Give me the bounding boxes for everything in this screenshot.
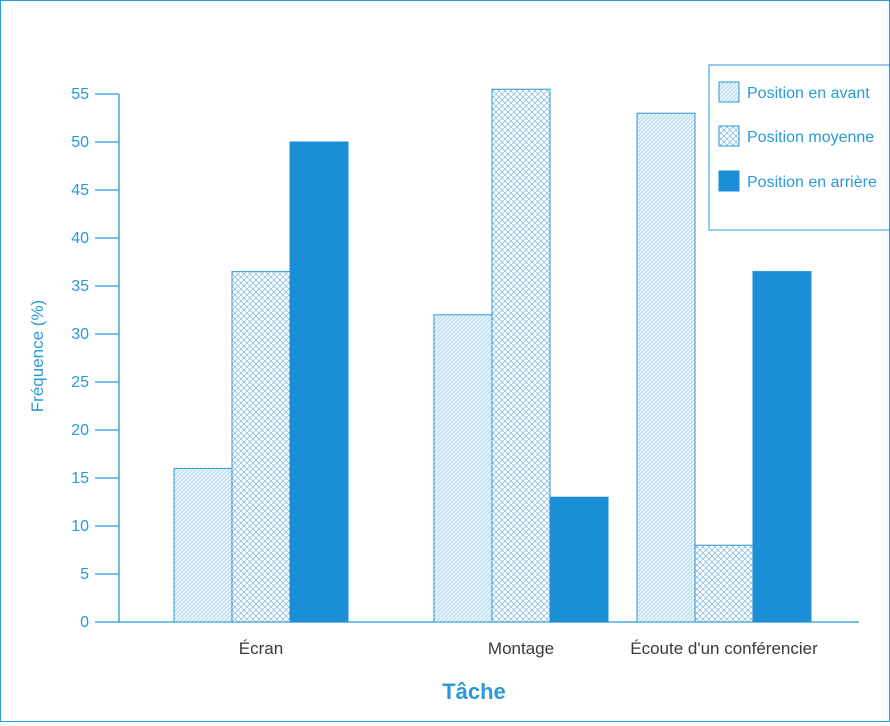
y-tick-label: 20	[71, 422, 89, 439]
y-tick-label: 10	[71, 518, 89, 535]
bars	[173, 88, 812, 623]
y-tick-label: 40	[71, 230, 89, 247]
bar	[549, 496, 609, 623]
y-tick-label: 5	[80, 566, 89, 583]
x-tick-label: Écoute d'un conférencier	[630, 639, 818, 658]
legend-swatch	[718, 125, 740, 147]
y-tick-label: 15	[71, 470, 89, 487]
y-tick-label: 50	[71, 134, 89, 151]
bar	[231, 271, 291, 623]
bar	[752, 271, 812, 623]
x-axis-label: Tâche	[442, 679, 506, 704]
x-tick-label: Montage	[488, 639, 554, 658]
y-tick-label: 55	[71, 86, 89, 103]
bar	[636, 112, 696, 623]
y-tick-label: 35	[71, 278, 89, 295]
legend-swatch	[718, 81, 740, 103]
x-tick-label: Écran	[239, 639, 283, 658]
bar	[694, 544, 754, 623]
y-tick-label: 30	[71, 326, 89, 343]
axes: 0 5 10 15 20 25 30 35 40 45 50 55 Écran Montage Écoute…	[71, 86, 859, 658]
y-tick-label: 0	[80, 614, 89, 631]
y-tick-label: 45	[71, 182, 89, 199]
y-axis-label: Fréquence (%)	[28, 300, 47, 412]
legend-label: Position en arrière	[747, 174, 877, 191]
bar	[433, 314, 493, 623]
legend-label: Position moyenne	[747, 129, 874, 146]
bar	[289, 141, 349, 623]
bar	[491, 88, 551, 623]
legend-swatch	[718, 170, 740, 192]
bar	[173, 467, 233, 623]
y-tick-label: 25	[71, 374, 89, 391]
legend: Position en avant Position moyenne Positio…	[708, 64, 890, 231]
legend-label: Position en avant	[747, 85, 870, 102]
